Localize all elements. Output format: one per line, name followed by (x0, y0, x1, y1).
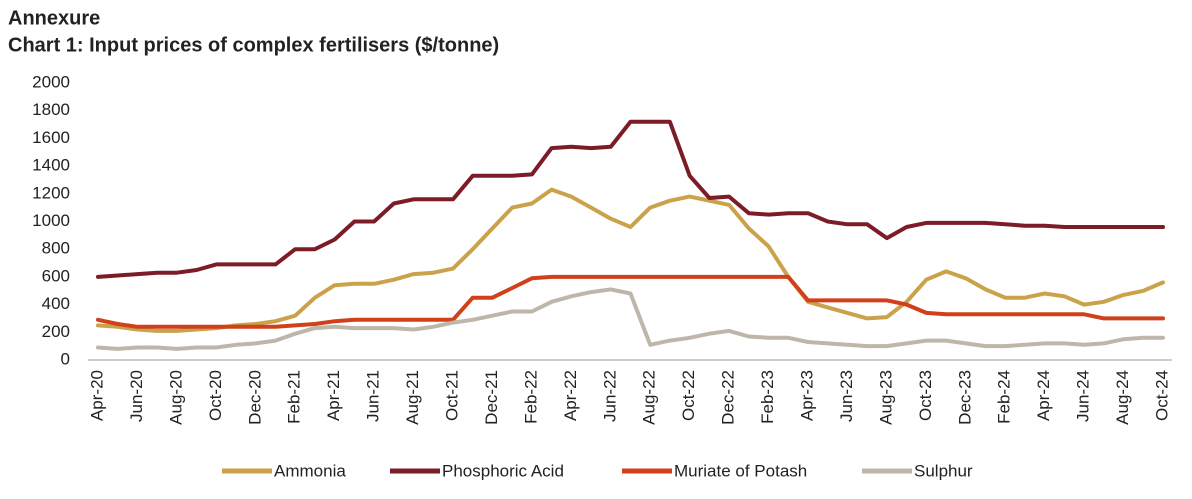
x-tick-label: Oct-22 (679, 370, 698, 421)
x-tick-label: Apr-20 (87, 370, 106, 421)
y-tick-label: 1400 (32, 156, 70, 175)
chart-title: Annexure (8, 7, 100, 29)
x-tick-label: Aug-21 (403, 370, 422, 425)
series-line (96, 274, 1165, 329)
x-tick-label: Aug-24 (1113, 370, 1132, 425)
x-tick-label: Feb-24 (995, 370, 1014, 424)
x-tick-label: Oct-23 (916, 370, 935, 421)
x-tick-label: Apr-24 (1034, 370, 1053, 421)
x-tick-label: Jun-22 (600, 370, 619, 422)
series-line (96, 287, 1165, 351)
x-tick-label: Feb-21 (285, 370, 304, 424)
legend-label: Ammonia (274, 461, 346, 480)
legend-label: Sulphur (914, 461, 973, 480)
x-tick-label: Dec-23 (955, 370, 974, 425)
x-tick-label: Jun-23 (837, 370, 856, 422)
x-tick-label: Jun-20 (127, 370, 146, 422)
y-tick-label: 1000 (32, 211, 70, 230)
x-tick-label: Dec-21 (482, 370, 501, 425)
y-tick-label: 200 (42, 322, 70, 341)
x-tick-label: Aug-22 (640, 370, 659, 425)
legend-label: Muriate of Potash (674, 461, 807, 480)
y-tick-label: 400 (42, 294, 70, 313)
legend-label: Phosphoric Acid (442, 461, 564, 480)
y-tick-label: 600 (42, 266, 70, 285)
y-tick-label: 800 (42, 239, 70, 258)
x-tick-label: Aug-23 (876, 370, 895, 425)
y-tick-label: 1200 (32, 183, 70, 202)
x-tick-label: Oct-21 (442, 370, 461, 421)
x-tick-label: Jun-24 (1074, 370, 1093, 422)
y-tick-label: 1800 (32, 100, 70, 119)
x-tick-label: Aug-20 (166, 370, 185, 425)
x-tick-label: Oct-20 (206, 370, 225, 421)
series-line (96, 187, 1165, 333)
series-line (96, 119, 1165, 279)
x-tick-label: Feb-22 (521, 370, 540, 424)
x-tick-label: Apr-23 (797, 370, 816, 421)
y-tick-label: 2000 (32, 72, 70, 91)
x-tick-label: Feb-23 (758, 370, 777, 424)
x-tick-label: Oct-24 (1152, 370, 1171, 421)
x-tick-label: Apr-21 (324, 370, 343, 421)
x-tick-label: Dec-20 (245, 370, 264, 425)
y-tick-label: 1600 (32, 128, 70, 147)
x-tick-label: Jun-21 (364, 370, 383, 422)
x-tick-label: Apr-22 (561, 370, 580, 421)
chart-subtitle: Chart 1: Input prices of complex fertili… (8, 34, 499, 56)
y-tick-label: 0 (61, 349, 70, 368)
x-tick-label: Dec-22 (719, 370, 738, 425)
